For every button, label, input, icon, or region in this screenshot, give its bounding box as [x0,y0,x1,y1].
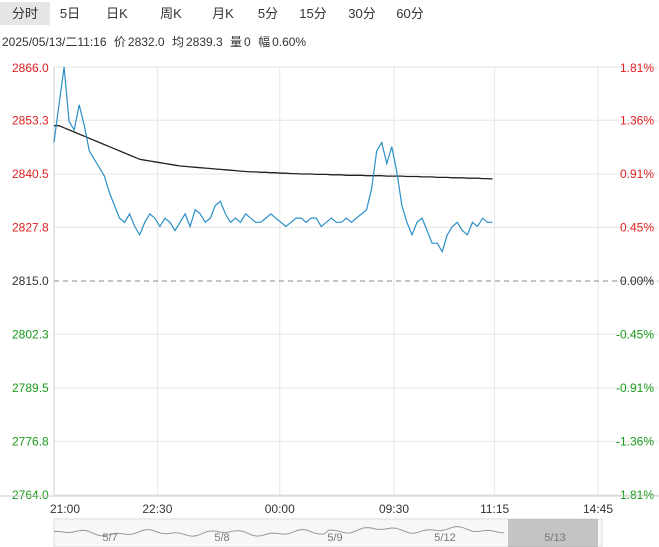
tab-6[interactable]: 5分 [257,6,279,21]
y-percent-label: -1.36% [616,434,654,448]
price-series-line [53,66,493,254]
y-price-label: 2866.0 [12,61,49,75]
y-price-label: 2802.3 [12,327,49,341]
avg-label: 均 [171,35,184,49]
y-percent-label: 1.36% [620,113,654,127]
overview-strip [53,518,603,547]
tab-3[interactable]: 日K [106,6,128,21]
y-percent-label: -0.45% [616,327,654,341]
y-price-label: 2815.0 [12,274,49,288]
y-percent-label: 0.45% [620,220,654,234]
tab-4[interactable]: 周K [160,6,182,21]
x-tick-label: 22:30 [142,502,172,516]
overview-date-label: 5/13 [544,532,565,544]
x-tick-label: 00:00 [265,502,295,516]
average-price-line [54,125,493,180]
volume-label: 量 [230,35,243,49]
tab-5[interactable]: 月K [212,6,234,21]
change-value: 0.60% [272,35,307,49]
tab-7[interactable]: 15分 [299,6,327,21]
overview-date-label: 5/9 [327,532,342,544]
period-tabs: 分时 5日 日K 周K 月K 5分 15分 30分 60分 [0,0,659,27]
tab-9[interactable]: 60分 [396,6,424,21]
y-percent-label: 0.00% [620,274,654,288]
y-percent-label: -1.81% [616,488,654,502]
x-tick-label: 14:45 [583,502,613,516]
x-tick-label: 21:00 [50,502,80,516]
tab-2[interactable]: 5日 [59,6,81,21]
y-percent-label: -0.91% [616,381,654,395]
volume-value: 0 [244,35,251,49]
tab-1[interactable]: 分时 [0,2,50,25]
y-price-label: 2764.0 [12,488,49,502]
y-price-label: 2827.8 [12,220,49,234]
quote-datetime: 2025/05/13/二11:16 [2,35,107,49]
overview-date-label: 5/8 [214,532,229,544]
y-price-label: 2776.8 [12,434,49,448]
y-percent-label: 1.81% [620,61,654,75]
overview-selected-window [508,519,598,547]
overview-date-label: 5/12 [434,532,455,544]
change-label: 幅 [258,35,271,49]
y-price-label: 2789.5 [12,381,49,395]
x-tick-label: 09:30 [379,502,409,516]
price-label: 价 [113,35,126,49]
price-value: 2832.0 [127,35,165,49]
overview-date-label: 5/7 [102,532,117,544]
overview-sparkline [53,526,505,537]
y-percent-label: 0.91% [620,167,654,181]
y-price-label: 2853.3 [12,113,49,127]
y-price-label: 2840.5 [12,167,49,181]
tab-8[interactable]: 30分 [348,6,376,21]
x-tick-label: 11:15 [480,502,509,516]
avg-value: 2839.3 [185,35,223,49]
